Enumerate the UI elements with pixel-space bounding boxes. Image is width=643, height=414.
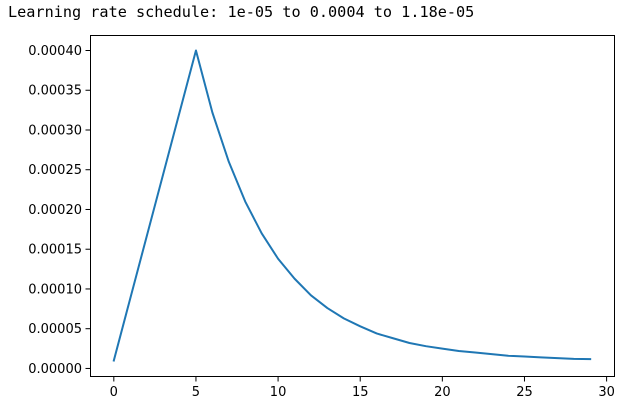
y-tick-label: 0.00005 (28, 322, 82, 337)
y-tick-label: 0.00000 (28, 362, 82, 377)
plot-area (112, 49, 592, 362)
y-tick-label: 0.00040 (28, 44, 82, 59)
y-tick-label: 0.00025 (28, 163, 82, 178)
x-tick-label: 15 (352, 385, 369, 400)
x-axis: 0 5 10 15 20 25 30 (110, 376, 615, 400)
x-tick-label: 30 (598, 385, 615, 400)
y-tick-label: 0.00030 (28, 123, 82, 138)
y-tick-label: 0.00015 (28, 243, 82, 258)
y-axis: 0.00000 0.00005 0.00010 0.00015 0.00020 0.000… (28, 44, 91, 377)
y-tick-label: 0.00020 (28, 203, 82, 218)
x-tick-label: 10 (270, 385, 287, 400)
axes-frame (90, 35, 615, 377)
x-tick-label: 20 (434, 385, 451, 400)
x-tick-label: 5 (192, 385, 200, 400)
x-tick-label: 0 (110, 385, 118, 400)
output-text: Learning rate schedule: 1e-05 to 0.0004 … (8, 3, 475, 21)
y-tick-label: 0.00010 (28, 282, 82, 297)
y-tick-label: 0.00035 (28, 84, 82, 99)
x-tick-label: 25 (516, 385, 533, 400)
series-line (112, 49, 592, 362)
